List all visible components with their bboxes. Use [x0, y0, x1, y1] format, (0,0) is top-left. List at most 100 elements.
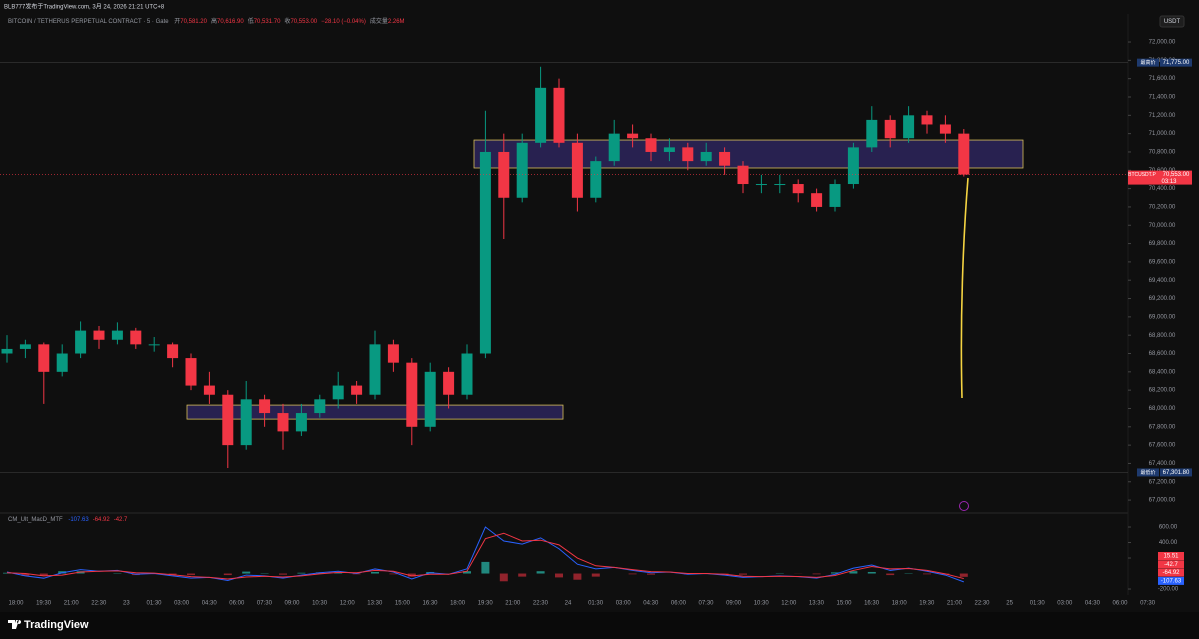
x-tick-label: 03:00: [174, 601, 190, 607]
price-tag-value: 67,301.80: [1163, 470, 1190, 476]
indicator-value: -42.7: [113, 517, 128, 523]
candle-body: [406, 362, 418, 427]
x-tick-label: 03:00: [616, 601, 632, 607]
y-tick-label: 71,600.00: [1149, 76, 1176, 82]
candle-body: [737, 165, 749, 185]
candle-body: [1, 348, 13, 354]
x-tick-label: 13:30: [809, 601, 825, 607]
candle-body: [332, 385, 344, 400]
candle-body: [148, 344, 160, 346]
y-tick-label: 69,000.00: [1149, 314, 1176, 320]
y-tick-label: 70,400.00: [1149, 186, 1176, 192]
histogram-bar: [886, 573, 895, 576]
x-tick-label: 19:30: [919, 601, 935, 607]
legend-value: 2.26M: [387, 19, 405, 25]
legend: BITCOIN / TETHERUS PERPETUAL CONTRACT · …: [8, 16, 409, 25]
candle-body: [535, 87, 547, 143]
y-tick-label: 67,600.00: [1149, 443, 1176, 449]
value-tag: -42.7: [1164, 562, 1178, 568]
x-tick-label: 21:00: [947, 601, 963, 607]
candle-body: [516, 142, 528, 198]
x-tick-label: 04:30: [643, 601, 659, 607]
candle-body: [498, 151, 510, 198]
price-tag-bg: [1137, 468, 1159, 477]
histogram-bar: [39, 573, 48, 576]
value-tag: -107.63: [1161, 578, 1182, 584]
candle-body: [755, 184, 767, 186]
y-tick-label: 70,200.00: [1149, 205, 1176, 211]
histogram-bar: [499, 573, 508, 582]
indicator-name: CM_Ult_MacD_MTF: [8, 517, 63, 523]
candle-body: [351, 385, 363, 395]
x-tick-label: 12:00: [340, 601, 356, 607]
candle-body: [167, 344, 179, 359]
histogram-bar: [849, 571, 858, 574]
candle-body: [75, 330, 87, 354]
candle-body: [369, 344, 381, 395]
x-tick-label: 01:30: [588, 601, 604, 607]
histogram-bar: [591, 573, 600, 577]
x-tick-label: 19:30: [478, 601, 494, 607]
candle-body: [56, 353, 68, 372]
x-tick-label: 23: [123, 601, 130, 607]
logo: TradingView: [8, 619, 89, 631]
x-tick-label: 12:00: [781, 601, 797, 607]
candle-body: [811, 193, 823, 207]
candle-body: [185, 358, 197, 386]
histogram-bar: [168, 573, 177, 575]
x-tick-label: 07:30: [698, 601, 714, 607]
x-tick-label: 22:30: [91, 601, 107, 607]
indicator-value: -107.63: [68, 517, 89, 523]
candle-body: [461, 353, 473, 395]
candle-body: [424, 371, 436, 427]
histogram-bar: [389, 573, 398, 575]
candle-body: [387, 344, 399, 363]
last-price-symbol: BTCUSDT.P: [1128, 172, 1156, 178]
footer-bg: [0, 612, 1199, 639]
candle-body: [608, 133, 620, 162]
indicator-line: [6, 532, 964, 580]
price-tag-bg: [1160, 468, 1192, 477]
x-tick-label: 09:00: [284, 601, 300, 607]
x-tick-label: 06:00: [671, 601, 687, 607]
last-price-bg: [1128, 170, 1192, 185]
histogram-bar: [242, 571, 251, 574]
histogram-bar: [536, 571, 545, 574]
histogram-bar: [959, 573, 968, 577]
x-tick-label: 09:00: [726, 601, 742, 607]
histogram-bar: [518, 573, 527, 577]
price-tag-bg: [1137, 58, 1159, 67]
candle-body: [958, 133, 970, 175]
histogram-bar: [923, 573, 931, 575]
value-tag: -64.92: [1162, 570, 1180, 576]
histogram-bar: [628, 573, 637, 575]
candle-body: [921, 115, 933, 125]
currency-button-label[interactable]: USDT: [1164, 19, 1181, 25]
value-tag-bg: [1158, 552, 1184, 560]
candle-body: [571, 142, 583, 198]
event-icon[interactable]: [959, 501, 969, 511]
legend-value: 70,553.00: [290, 19, 318, 25]
x-tick-label: 22:30: [533, 601, 549, 607]
y-tick-label: 68,800.00: [1149, 333, 1176, 339]
y-tick-label: 70,000.00: [1149, 223, 1176, 229]
histogram-bar: [831, 572, 839, 574]
x-tick-label: 15:00: [836, 601, 852, 607]
candle-body: [903, 115, 915, 139]
header: BLB777发布于TradingView.com, 3月 24, 2026 21…: [4, 3, 165, 11]
candle-body: [700, 151, 712, 162]
x-tick-label: 10:30: [312, 601, 328, 607]
candle-body: [663, 147, 675, 152]
candle-body: [130, 330, 142, 345]
price-tag-label: 最低价: [1140, 469, 1155, 476]
candle-body: [19, 344, 31, 349]
candle-body: [682, 147, 694, 162]
y-tick-label: 68,200.00: [1149, 388, 1176, 394]
histogram-bar: [371, 571, 379, 574]
candle-body: [866, 119, 878, 148]
x-tick-label: 21:00: [64, 601, 80, 607]
currency-button[interactable]: [1159, 15, 1185, 28]
